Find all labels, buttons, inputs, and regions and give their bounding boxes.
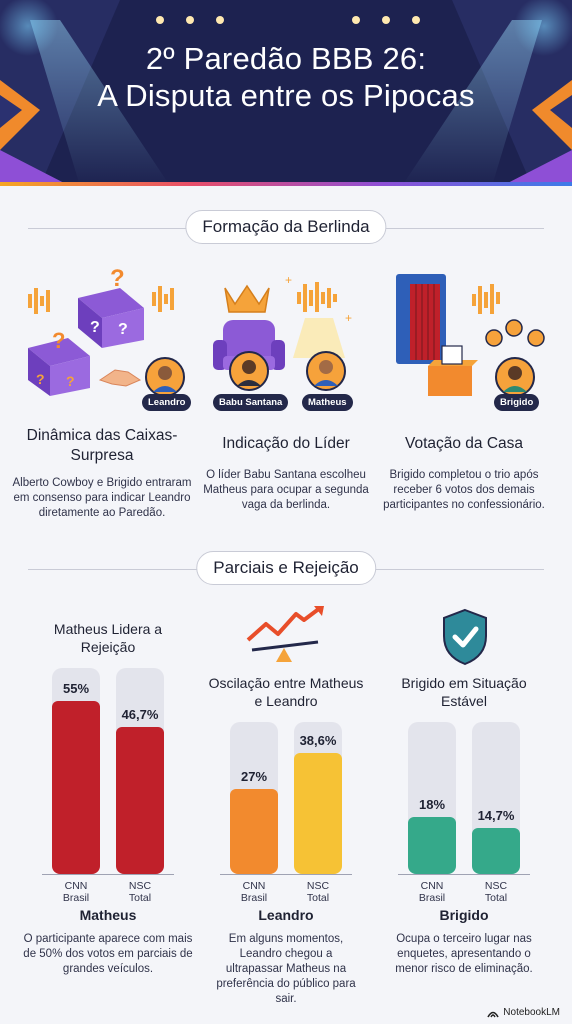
- category-line: Total: [306, 892, 330, 904]
- bar-value-label: 46,7%: [121, 707, 159, 723]
- bar: [472, 827, 520, 874]
- section-header-formation: Formação da Berlinda: [0, 210, 572, 246]
- card-title: Dinâmica das Caixas-Surpresa: [26, 427, 178, 464]
- svg-text:?: ?: [36, 371, 45, 387]
- bar: [52, 700, 100, 874]
- formation-card-house-vote: Votação da Casa Brigido completou o trio…: [374, 434, 554, 513]
- babu-santana-avatar: [229, 351, 269, 391]
- category-line: Total: [484, 892, 508, 904]
- badge-brigido: Brigido: [494, 394, 540, 411]
- category-line: Brasil: [240, 892, 268, 904]
- card-title: Votação da Casa: [404, 435, 524, 452]
- candidate-name: Matheus: [79, 907, 137, 923]
- svg-text:?: ?: [118, 321, 128, 338]
- bar: [116, 727, 164, 874]
- svg-text:?: ?: [52, 328, 65, 353]
- bar-value-label: 18%: [418, 797, 446, 813]
- bar-value-label: 27%: [240, 769, 268, 785]
- card-description: Alberto Cowboy e Brigido entraram em con…: [12, 477, 192, 519]
- chart-title: Oscilação entre Matheus e Leandro: [208, 675, 364, 709]
- badge-babu-santana: Babu Santana: [213, 394, 289, 411]
- title-line-1: 2º Paredão BBB 26:: [145, 41, 427, 76]
- chart-baseline: [220, 874, 352, 875]
- chart-baseline: [42, 874, 174, 875]
- category-line: NSC: [128, 880, 152, 892]
- formation-card-leader: Indicação do Líder O líder Babu Santana …: [196, 434, 376, 513]
- header-stripe: [0, 182, 572, 186]
- candidate-description: O participante aparece com mais de 50% d…: [23, 933, 193, 975]
- bar: [408, 817, 456, 874]
- category-line: NSC: [484, 880, 508, 892]
- svg-text:+: +: [285, 273, 292, 287]
- footer-brand: NotebookLM: [503, 1007, 560, 1018]
- leader-throne-icon: + +: [213, 273, 352, 370]
- notebooklm-logo-icon: [487, 1011, 499, 1017]
- section-header-partials: Parciais e Rejeição: [0, 551, 572, 587]
- bar: [230, 789, 278, 874]
- trend-seesaw-icon: [246, 606, 324, 662]
- candidate-name: Brigido: [439, 907, 489, 923]
- title-line-2: A Disputa entre os Pipocas: [97, 78, 475, 113]
- bar-value-label: 14,7%: [477, 807, 515, 823]
- svg-text:?: ?: [66, 373, 75, 389]
- leandro-avatar: [145, 357, 185, 397]
- bar: [294, 752, 342, 874]
- category-line: NSC: [306, 880, 330, 892]
- notebooklm-footer: NotebookLM: [487, 1007, 560, 1018]
- stage-lights-background: [0, 0, 572, 186]
- section-title-formation: Formação da Berlinda: [185, 210, 387, 244]
- chart-baseline: [398, 874, 530, 875]
- chart-title: Matheus Lidera a Rejeição: [53, 621, 163, 655]
- surprise-boxes-icon: ? ? ? ? ? ?: [28, 268, 174, 396]
- bar-value-label: 55%: [62, 680, 90, 696]
- matheus-avatar: [306, 351, 346, 391]
- bar-category-label: CNN Brasil: [224, 880, 284, 904]
- category-line: CNN: [64, 880, 88, 892]
- card-description: Brigido completou o trio após receber 6 …: [383, 469, 545, 511]
- bar-category-label: NSC Total: [110, 880, 170, 904]
- category-line: Brasil: [62, 892, 90, 904]
- page-title: 2º Paredão BBB 26: A Disputa entre os Pi…: [0, 40, 572, 114]
- candidate-description: Ocupa o terceiro lugar nas enquetes, apr…: [395, 933, 533, 975]
- formation-card-surprise-boxes: Dinâmica das Caixas-Surpresa Alberto Cow…: [12, 426, 192, 521]
- category-line: Brasil: [418, 892, 446, 904]
- voting-booth-icon: [396, 274, 545, 396]
- category-line: CNN: [242, 880, 266, 892]
- svg-text:?: ?: [110, 268, 125, 292]
- badge-leandro: Leandro: [142, 394, 192, 411]
- bar-value-label: 38,6%: [299, 732, 337, 748]
- badge-matheus: Matheus: [302, 394, 353, 411]
- candidate-name: Leandro: [258, 907, 314, 923]
- header-banner: 2º Paredão BBB 26: A Disputa entre os Pi…: [0, 0, 572, 186]
- svg-text:?: ?: [90, 319, 100, 336]
- category-line: CNN: [420, 880, 444, 892]
- bar-category-label: NSC Total: [466, 880, 526, 904]
- section-title-partials: Parciais e Rejeição: [196, 551, 376, 585]
- bar-category-label: CNN Brasil: [402, 880, 462, 904]
- chart-title: Brigido em Situação Estável: [401, 675, 527, 709]
- bar-category-label: CNN Brasil: [46, 880, 106, 904]
- card-title: Indicação do Líder: [222, 435, 350, 452]
- svg-text:+: +: [345, 311, 352, 325]
- candidate-description: Em alguns momentos, Leandro chegou a ult…: [216, 933, 356, 1005]
- category-line: Total: [128, 892, 152, 904]
- shield-check-icon: [443, 608, 487, 666]
- bar-category-label: NSC Total: [288, 880, 348, 904]
- brigido-avatar: [495, 357, 535, 397]
- card-description: O líder Babu Santana escolheu Matheus pa…: [203, 469, 369, 511]
